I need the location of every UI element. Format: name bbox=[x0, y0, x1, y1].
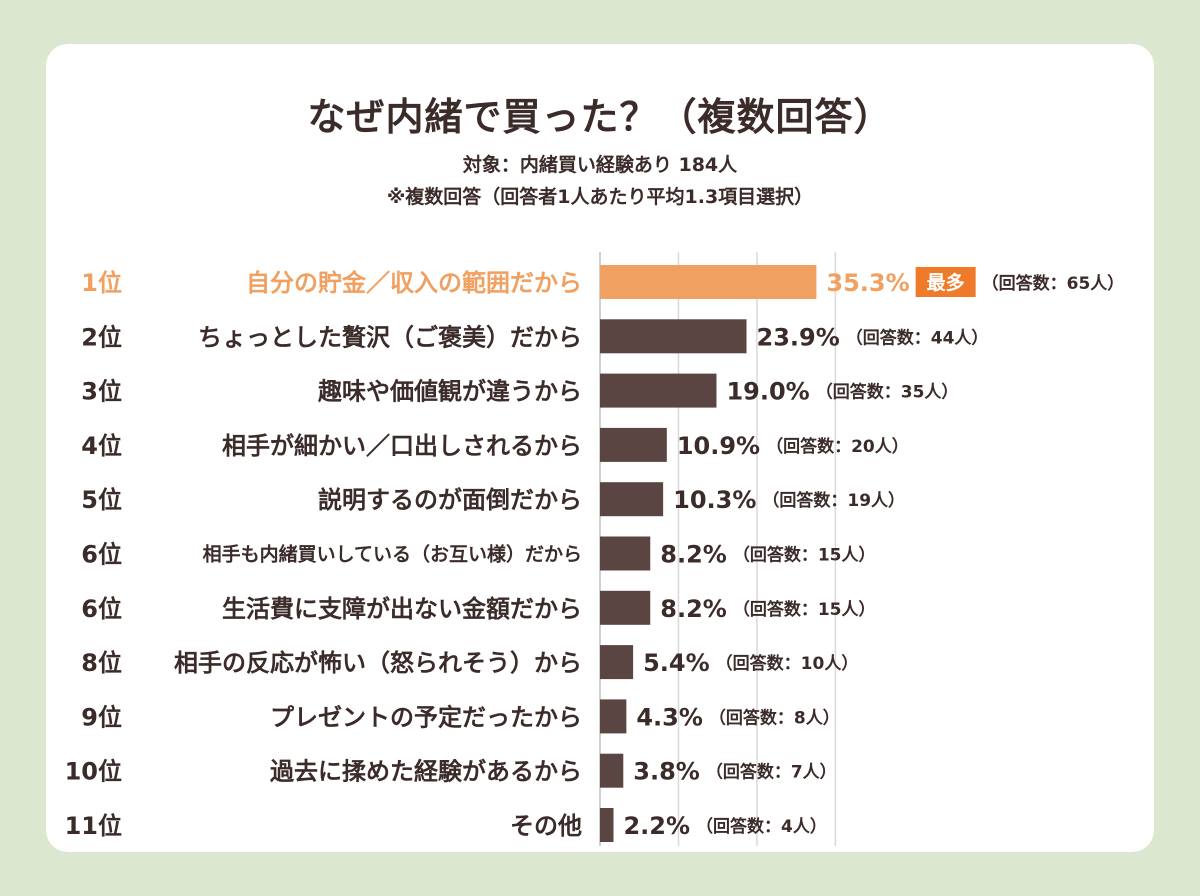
count-label: （回答数：20人） bbox=[766, 436, 909, 457]
value-label: 23.9% bbox=[757, 323, 840, 351]
value-label: 10.9% bbox=[677, 432, 760, 460]
category-label: 趣味や価値観が違うから bbox=[317, 378, 582, 406]
bar bbox=[600, 699, 627, 734]
count-label: （回答数：8人） bbox=[709, 707, 840, 728]
count-label: （回答数：15人） bbox=[733, 599, 876, 620]
value-label: 4.3% bbox=[636, 703, 703, 731]
count-label: （回答数：19人） bbox=[762, 490, 905, 511]
bar bbox=[600, 482, 664, 517]
bar bbox=[600, 265, 817, 299]
bar bbox=[600, 427, 667, 462]
category-label: 説明するのが面倒だから bbox=[318, 486, 582, 514]
bar bbox=[600, 319, 747, 354]
chart-subtitle-note: ※複数回答（回答者1人あたり平均1.3項目選択） bbox=[386, 186, 814, 208]
bar bbox=[600, 536, 651, 571]
rank-label: 1位 bbox=[81, 269, 122, 297]
rank-label: 5位 bbox=[81, 486, 122, 514]
bar bbox=[600, 373, 717, 408]
value-label: 8.2% bbox=[660, 595, 727, 623]
count-label: （回答数：44人） bbox=[846, 327, 989, 348]
value-label: 2.2% bbox=[623, 812, 690, 840]
count-label: （回答数：10人） bbox=[716, 653, 859, 674]
rank-label: 10位 bbox=[65, 758, 122, 786]
bar bbox=[600, 590, 651, 625]
value-label: 8.2% bbox=[660, 541, 727, 569]
category-label: 自分の貯金／収入の範囲だから bbox=[246, 269, 582, 297]
count-label: （回答数：35人） bbox=[816, 382, 959, 403]
category-label: 過去に揉めた経験があるから bbox=[270, 758, 582, 786]
bar bbox=[600, 808, 614, 842]
chart-subtitle-target: 対象：内緒買い経験あり 184人 bbox=[462, 154, 738, 176]
chart-title: なぜ内緒で買った？（複数回答） bbox=[307, 95, 893, 139]
rank-label: 11位 bbox=[65, 812, 122, 840]
value-label: 3.8% bbox=[633, 758, 700, 786]
top-badge bbox=[915, 267, 976, 297]
category-label: 相手の反応が怖い（怒られそう）から bbox=[174, 649, 582, 677]
top-badge-label: 最多 bbox=[927, 271, 965, 294]
value-label: 5.4% bbox=[643, 649, 710, 677]
bar bbox=[600, 753, 624, 788]
category-label: 相手も内緒買いしている（お互い様）だから bbox=[203, 543, 582, 566]
value-label: 10.3% bbox=[673, 486, 756, 514]
rank-label: 6位 bbox=[81, 595, 122, 623]
count-label: （回答数：65人） bbox=[982, 273, 1125, 294]
category-label: 相手が細かい／口出しされるから bbox=[222, 432, 582, 460]
count-label: （回答数：4人） bbox=[696, 816, 827, 837]
count-label: （回答数：15人） bbox=[733, 545, 876, 566]
rank-label: 3位 bbox=[81, 378, 122, 406]
rank-label: 2位 bbox=[81, 323, 122, 351]
category-label: 生活費に支障が出ない金額だから bbox=[222, 595, 582, 623]
rank-label: 8位 bbox=[81, 649, 122, 677]
value-label: 35.3% bbox=[826, 269, 909, 297]
rank-label: 4位 bbox=[81, 432, 122, 460]
category-label: プレゼントの予定だったから bbox=[270, 703, 582, 731]
value-label: 19.0% bbox=[726, 378, 809, 406]
bar bbox=[600, 645, 634, 680]
category-label: その他 bbox=[510, 812, 582, 840]
count-label: （回答数：7人） bbox=[706, 762, 837, 783]
rank-label: 9位 bbox=[81, 703, 122, 731]
rank-label: 6位 bbox=[81, 541, 122, 569]
category-label: ちょっとした贅沢（ご褒美）だから bbox=[198, 323, 582, 351]
